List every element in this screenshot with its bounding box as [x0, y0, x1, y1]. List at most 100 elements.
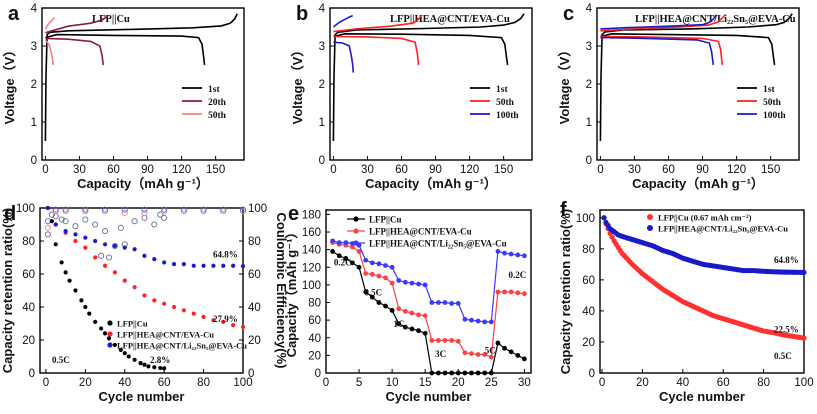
rate-point	[369, 271, 375, 277]
y-tick-label: 0	[29, 368, 35, 380]
plot-frame-f	[599, 209, 805, 374]
rate-point	[502, 250, 507, 256]
legend-marker	[107, 331, 113, 337]
y-tick-label: 140	[302, 245, 321, 257]
retention-point	[73, 288, 78, 293]
rate-point	[502, 289, 507, 295]
y-tick-label: 0	[31, 155, 37, 167]
retention-point	[83, 245, 88, 250]
retention-point	[132, 247, 137, 252]
retention-point	[162, 301, 167, 306]
retention-point	[79, 298, 84, 303]
rate-point	[330, 238, 336, 244]
rate-point	[462, 370, 468, 376]
rate-point	[495, 340, 501, 346]
rate-point	[482, 370, 488, 376]
rate-point	[396, 278, 402, 283]
y-tick-label: 120	[302, 262, 321, 274]
charge-curve-50th	[333, 14, 423, 33]
discharge-curve-50th	[44, 39, 55, 66]
x-axis-label: Capacity（mAh g⁻¹）	[632, 176, 764, 191]
retention-point	[601, 215, 607, 221]
ce-point	[105, 254, 113, 261]
x-tick-label: 30	[361, 164, 374, 176]
end-label-hea: 27.9%	[213, 314, 238, 324]
rate-point	[376, 261, 382, 267]
ce-point	[62, 206, 69, 213]
rate-point	[389, 280, 395, 286]
rate-point	[409, 326, 415, 332]
rate-point	[389, 264, 395, 270]
legend-label: LFP||HEA@CNT/Li₂₂Sn₅@EVA-Cu	[658, 224, 788, 234]
y-tick-label: 4	[31, 3, 38, 15]
rate-label: 5C	[485, 346, 496, 356]
x-tick-label: 150	[494, 164, 513, 176]
ce-point	[82, 216, 89, 223]
x-tick-label: 90	[141, 164, 154, 176]
y-tick-label: 40	[308, 333, 321, 345]
rate-label: 0.5C	[364, 287, 382, 297]
rate-point	[363, 271, 369, 276]
retention-point	[53, 222, 58, 227]
x-tick-label: 80	[757, 377, 770, 389]
y2-tick-label: 80	[248, 236, 261, 248]
ce-point	[121, 206, 128, 213]
retention-point	[221, 319, 226, 324]
ce-point	[82, 208, 89, 215]
y-tick-label: 4	[319, 3, 326, 15]
rate-point	[488, 354, 494, 360]
x-tick-label: 15	[419, 377, 432, 389]
panel-e: 0 5 10 15 20 25 30 0 20 40 60 80 100 120 140 160 180 Cycl…	[284, 203, 532, 404]
x-tick-label: 100	[794, 377, 813, 389]
retention-point	[112, 243, 117, 249]
plot-frame-d	[39, 207, 244, 374]
legend-label: LFP||Cu (0.67 mAh cm⁻²)	[658, 213, 752, 223]
rate-point	[396, 306, 402, 312]
retention-point	[171, 262, 177, 267]
rate-label: 3C	[435, 349, 446, 359]
retention-point	[73, 238, 78, 244]
ce-point	[239, 206, 247, 213]
y-tick-label: 40	[22, 302, 35, 314]
rate-point	[363, 289, 369, 295]
rate-point	[436, 300, 441, 305]
x-tick-label: 90	[429, 164, 442, 176]
ce-point	[180, 206, 187, 213]
rate-point	[521, 291, 527, 297]
rate-point	[521, 356, 527, 362]
retention-point	[112, 270, 117, 275]
ce-point	[58, 216, 65, 223]
ce-point	[161, 206, 168, 213]
retention-point	[83, 304, 88, 310]
panel-letter: e	[288, 203, 299, 225]
rate-point	[422, 282, 428, 288]
rate-point	[343, 240, 349, 246]
legend-label: 50th	[496, 98, 515, 108]
x-tick-label: 0	[42, 164, 48, 176]
ce-point	[52, 208, 59, 215]
x-axis-label: Cycle number	[659, 389, 745, 404]
legend-marker	[353, 216, 359, 222]
rate-point	[508, 289, 514, 295]
y-tick-label: 60	[308, 315, 321, 327]
rate-point	[396, 321, 402, 327]
legend-marker	[107, 320, 113, 326]
panel-letter: c	[563, 3, 574, 25]
x-tick-label: 5	[356, 377, 362, 389]
ce-point	[101, 208, 109, 215]
ce-point	[151, 221, 158, 228]
charge-curve-1st	[599, 13, 793, 142]
retention-point	[93, 319, 98, 324]
discharge-curve-1st	[600, 32, 776, 66]
panel-title: LFP||HEA@CNT/Li₂₂Sn₅@EVA-Cu	[635, 14, 796, 25]
y-tick-label: 160	[302, 227, 321, 239]
rate-point	[350, 244, 355, 250]
y-tick-label: 20	[582, 337, 595, 349]
rate-point	[469, 370, 474, 376]
y-axis-label: Voltage（V）	[2, 44, 17, 125]
y-tick-label: 0	[586, 155, 592, 167]
y-tick-label: 20	[22, 335, 35, 347]
x-tick-label: 90	[696, 164, 709, 176]
retention-point	[102, 242, 108, 247]
